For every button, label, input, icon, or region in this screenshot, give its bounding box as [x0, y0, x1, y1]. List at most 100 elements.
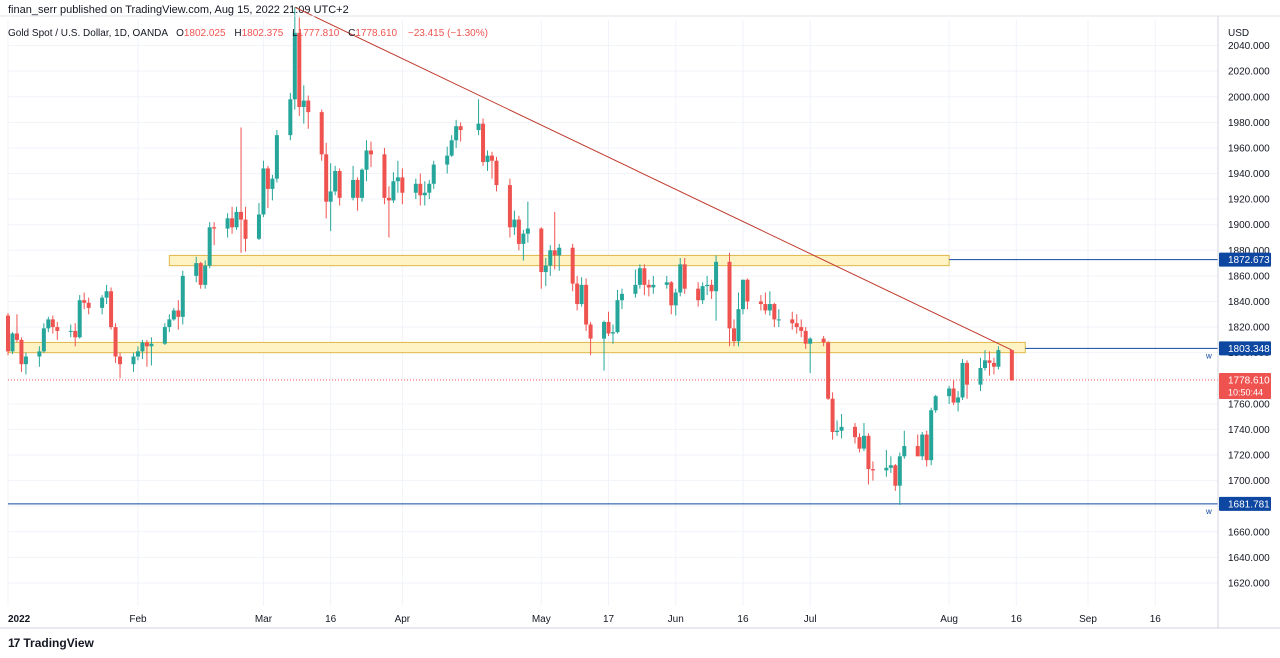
candle-body	[512, 219, 517, 228]
candle	[857, 433, 862, 453]
candle-body	[619, 293, 624, 301]
candle-body	[82, 300, 87, 303]
candle	[288, 92, 293, 141]
candle	[507, 178, 512, 238]
candle-body	[454, 126, 459, 141]
candle-body	[77, 300, 82, 338]
candle-body	[700, 286, 705, 301]
candle	[328, 163, 333, 232]
candle-body	[902, 446, 907, 457]
candle	[41, 323, 46, 353]
candle-body	[857, 437, 862, 449]
candle-body	[109, 291, 114, 328]
candle-body	[319, 112, 324, 155]
candle-body	[893, 465, 898, 486]
level-marker: w	[1205, 507, 1212, 516]
candle-body	[736, 309, 741, 342]
legend-open: 1802.025	[184, 28, 226, 39]
candle-body	[637, 268, 642, 285]
candle	[37, 346, 42, 367]
candle-body	[835, 430, 840, 432]
candle	[557, 243, 562, 271]
candle	[265, 165, 270, 209]
legend-close-key: C	[348, 28, 355, 39]
candle-body	[243, 219, 248, 239]
candle-body	[557, 247, 562, 256]
candle-body	[996, 350, 1001, 367]
candle-body	[265, 168, 270, 189]
candle	[82, 292, 87, 310]
legend-low-key: L	[292, 28, 298, 39]
price-tick-label: 1840.000	[1228, 297, 1270, 308]
candle	[261, 160, 266, 218]
candle-body	[176, 310, 181, 317]
candle	[803, 327, 808, 349]
time-tick-label: 16	[325, 614, 337, 625]
candle-body	[705, 284, 710, 287]
candle-body	[740, 279, 745, 310]
candle-body	[575, 283, 580, 305]
candle-body	[445, 155, 450, 165]
candle-body	[866, 435, 871, 470]
candle-body	[261, 168, 266, 215]
candle	[23, 352, 28, 375]
tradingview-logo[interactable]: 17 TradingView	[8, 636, 94, 650]
candle-body	[799, 327, 804, 331]
candle-body	[306, 100, 311, 113]
candle-body	[758, 301, 763, 305]
price-zone	[7, 341, 1026, 354]
candle-body	[651, 284, 656, 288]
candle-body	[947, 388, 952, 397]
candle	[203, 260, 208, 289]
candle-body	[422, 192, 427, 196]
candle	[86, 297, 91, 315]
candle-body	[234, 211, 239, 228]
candle	[422, 181, 427, 206]
candle-body	[615, 300, 620, 333]
candle-body	[745, 279, 750, 302]
candle	[619, 288, 624, 310]
candle	[543, 257, 548, 287]
price-label-value: 1872.673	[1228, 255, 1270, 266]
candle	[924, 430, 929, 467]
candle-body	[987, 360, 992, 363]
candle	[243, 206, 248, 252]
candle-body	[543, 265, 548, 273]
legend-high-key: H	[234, 28, 241, 39]
candle	[494, 156, 499, 192]
candle	[270, 174, 275, 201]
candle-body	[924, 434, 929, 461]
legend-close: 1778.610	[355, 28, 397, 39]
candle	[552, 211, 557, 270]
candle-body	[960, 362, 965, 398]
candle-body	[427, 183, 432, 193]
legend-change: −23.415 (−1.30%)	[408, 28, 488, 39]
candle-body	[6, 315, 10, 352]
candle	[951, 379, 956, 406]
candle-body	[171, 310, 176, 320]
candle-body	[853, 426, 857, 438]
candle-body	[861, 435, 866, 449]
candle	[991, 357, 996, 375]
publisher-info: finan_serr published on TradingView.com,…	[8, 4, 349, 16]
candle	[965, 360, 970, 399]
horizontal-levels: ww	[8, 259, 1218, 516]
candle	[207, 222, 212, 269]
candle-body	[364, 150, 369, 170]
candle	[239, 127, 244, 253]
price-tick-label: 1820.000	[1228, 323, 1270, 334]
candle-body	[458, 126, 463, 131]
price-label-box	[1219, 373, 1271, 400]
time-tick-label: 2022	[8, 614, 31, 625]
candle-body	[732, 328, 736, 342]
time-tick-label: Apr	[395, 614, 411, 625]
candle-body	[386, 197, 391, 201]
chart-grid	[7, 20, 1218, 606]
time-tick-label: Sep	[1079, 614, 1097, 625]
candle-body	[767, 304, 772, 311]
candle-body	[803, 330, 808, 344]
candle	[870, 461, 875, 481]
price-label-box	[1219, 341, 1271, 356]
price-tick-label: 1640.000	[1228, 553, 1270, 564]
